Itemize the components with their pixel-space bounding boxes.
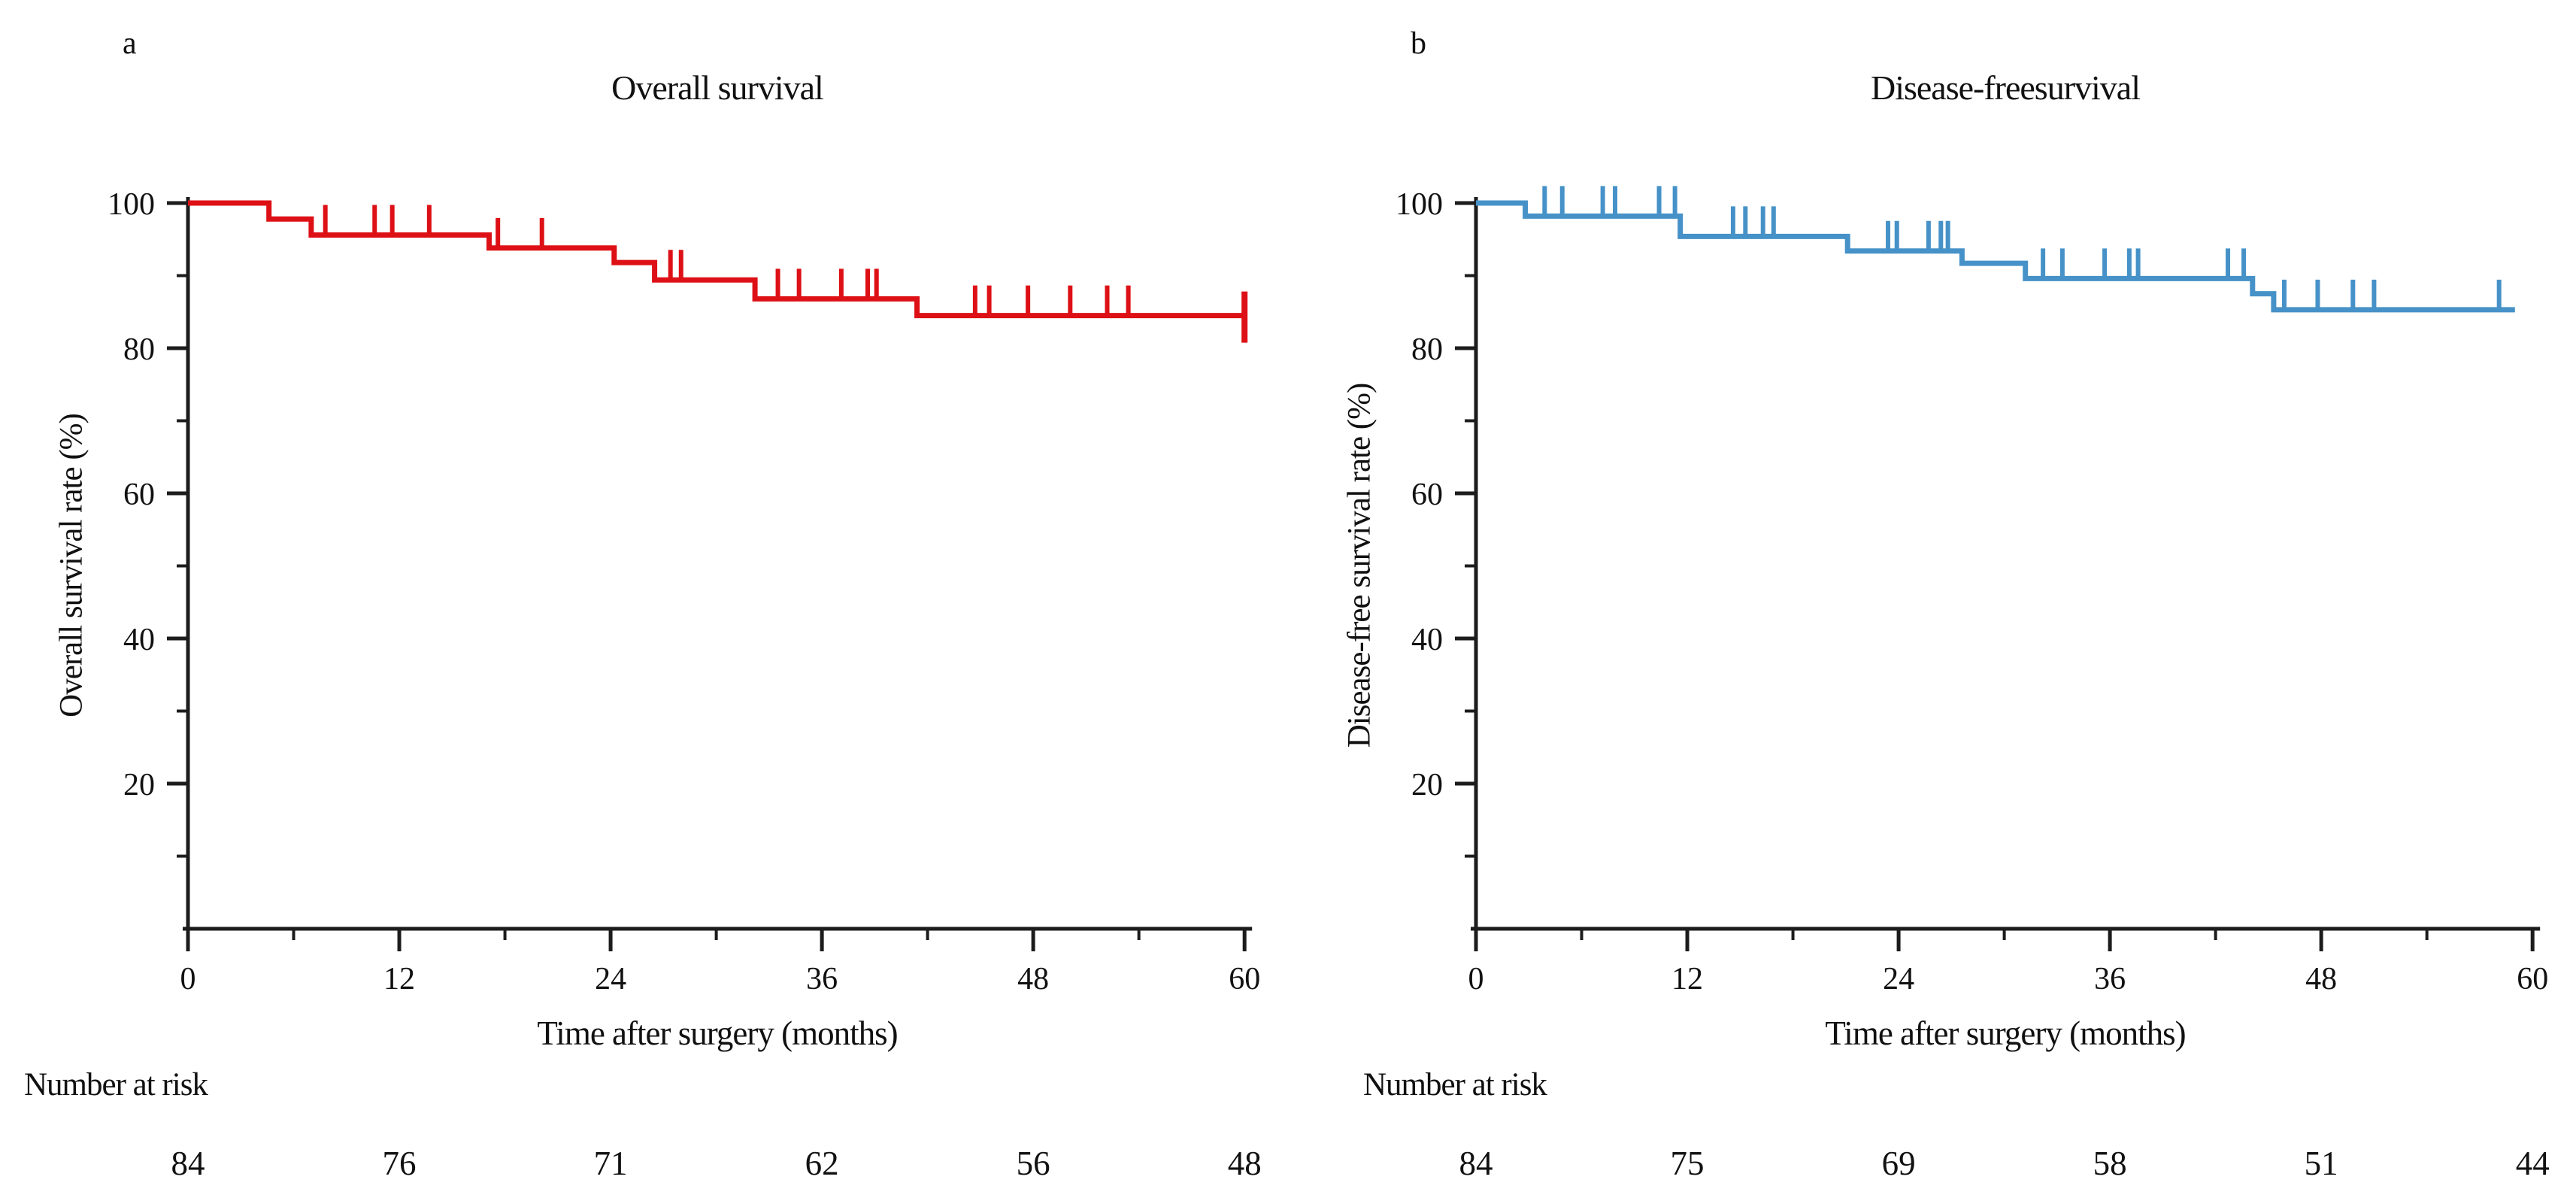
censor-marks: [1542, 186, 2502, 308]
axis-ticks: [167, 201, 1247, 951]
y-tick-label: 40: [123, 623, 155, 657]
number-at-risk-value: 48: [1228, 1145, 1262, 1182]
tick-labels: 20 40 60 80 100 0 12 24 36 48 60: [108, 187, 1260, 996]
x-axis-label-time-after-surgery: Time after surgery (months): [537, 1014, 898, 1052]
y-tick-label: 20: [1411, 768, 1443, 802]
number-at-risk-value: 56: [1017, 1145, 1050, 1182]
panel-label-a: a: [123, 26, 137, 61]
x-tick-label: 36: [806, 962, 838, 996]
number-at-risk-row: 84 76 71 62 56 48: [171, 1145, 1262, 1182]
axes: [1471, 197, 2541, 931]
x-tick-label: 12: [383, 962, 415, 996]
y-tick-label: 100: [108, 187, 155, 222]
x-tick-label: 48: [1017, 962, 1049, 996]
censor-marks: [323, 205, 1131, 314]
axes: [183, 197, 1253, 931]
y-tick-label: 40: [1411, 623, 1443, 657]
x-tick-label: 24: [1883, 962, 1914, 996]
number-at-risk-value: 71: [594, 1145, 628, 1182]
x-tick-label: 24: [595, 962, 626, 996]
number-at-risk-value: 62: [805, 1145, 839, 1182]
x-tick-label: 60: [2517, 962, 2548, 996]
survival-step-curve: [1476, 200, 2515, 313]
y-tick-label: 60: [1411, 478, 1443, 512]
axis-ticks: [1455, 201, 2535, 951]
km-plot-overall-survival: 20 40 60 80 100 0 12 24 36 48 60 84 76 71 62 56 48: [108, 187, 1262, 1182]
y-tick-label: 100: [1396, 187, 1443, 222]
panel-title-disease-free-survival: Disease-freesurvival: [1870, 68, 2141, 107]
number-at-risk-value: 76: [383, 1145, 417, 1182]
survival-step-curve: [188, 200, 1245, 319]
x-tick-label: 0: [180, 962, 196, 996]
x-tick-label: 12: [1671, 962, 1703, 996]
number-at-risk-row: 84 75 69 58 51 44: [1459, 1145, 2550, 1182]
y-tick-label: 80: [123, 332, 155, 367]
km-plot-disease-free-survival: 20 40 60 80 100 0 12 24 36 48 60 84 75 69 58 51 44: [1396, 186, 2550, 1182]
number-at-risk-label: Number at risk: [24, 1067, 208, 1102]
panel-overall-survival: a Overall survival Overall survival rate…: [24, 26, 1262, 1182]
number-at-risk-value: 75: [1671, 1145, 1705, 1182]
x-axis-label-time-after-surgery: Time after surgery (months): [1825, 1014, 2186, 1052]
number-at-risk-label: Number at risk: [1363, 1067, 1547, 1102]
panel-label-b: b: [1411, 26, 1426, 61]
number-at-risk-value: 84: [1459, 1145, 1493, 1182]
tick-labels: 20 40 60 80 100 0 12 24 36 48 60: [1396, 187, 2548, 996]
number-at-risk-value: 58: [2093, 1145, 2127, 1182]
number-at-risk-value: 84: [171, 1145, 205, 1182]
x-tick-label: 36: [2094, 962, 2126, 996]
number-at-risk-value: 51: [2305, 1145, 2338, 1182]
x-tick-label: 60: [1229, 962, 1260, 996]
panel-disease-free-survival: b Disease-freesurvival Disease-free surv…: [1288, 0, 2576, 1201]
y-tick-label: 60: [123, 478, 155, 512]
x-tick-label: 48: [2305, 962, 2337, 996]
x-tick-label: 0: [1468, 962, 1484, 996]
panel-title-overall-survival: Overall survival: [611, 68, 824, 107]
y-tick-label: 20: [123, 768, 155, 802]
number-at-risk-value: 44: [2516, 1145, 2550, 1182]
y-tick-label: 80: [1411, 332, 1443, 367]
number-at-risk-value: 69: [1882, 1145, 1916, 1182]
